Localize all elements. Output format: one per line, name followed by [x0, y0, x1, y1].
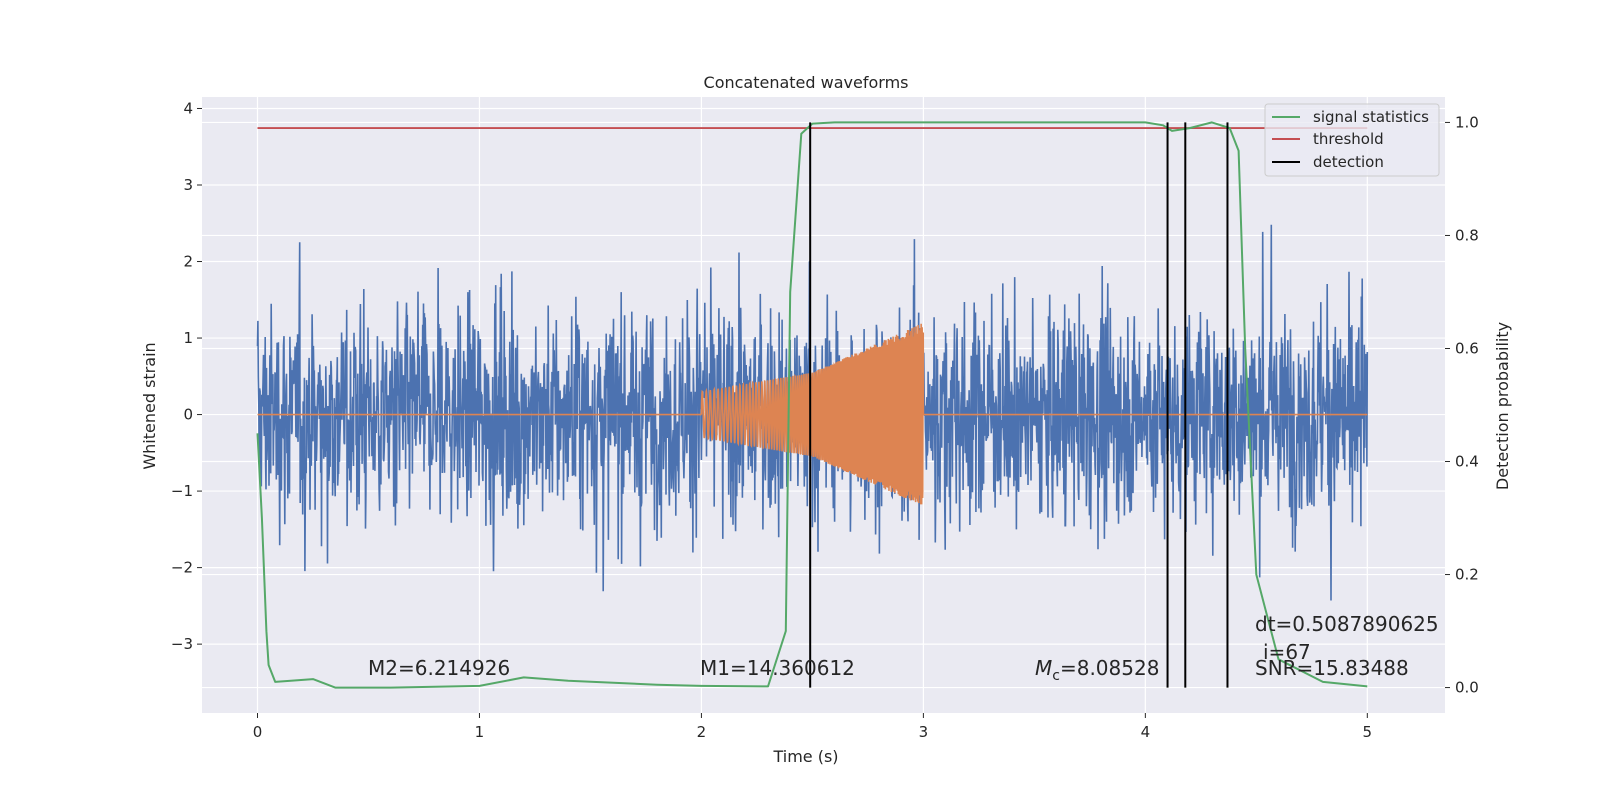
legend-label-detection: detection	[1313, 153, 1384, 171]
signal-statistics-series	[256, 121, 1368, 689]
y-tick-label-left: −1	[171, 482, 193, 500]
y-tick-label-right: 0.4	[1455, 453, 1479, 471]
whitened-strain-line	[256, 224, 1369, 601]
axis-ticks: 0 1 2 3 4 5 4 3 2 1 0 −1 −2 −3 1.0 0.8 0.6 0.4 0.2 0.0	[171, 99, 1479, 741]
annotation-m1: M1=14.360612	[700, 656, 855, 680]
legend-label-signal-statistics: signal statistics	[1313, 108, 1429, 126]
x-tick-label: 1	[475, 723, 485, 741]
annotation-i: i=67	[1263, 640, 1311, 664]
annotation-mc-subscript: c	[1052, 668, 1060, 684]
x-tick-label: 3	[919, 723, 929, 741]
annotation-snr: SNR=15.83488	[1255, 656, 1409, 680]
y-tick-label-right: 0.2	[1455, 566, 1479, 584]
annotation-mc-value: =8.08528	[1060, 656, 1159, 680]
y-axis-label-right: Detection probability	[1493, 322, 1512, 490]
x-axis-label: Time (s)	[772, 747, 838, 766]
y-tick-label-left: −3	[171, 635, 193, 653]
legend-label-threshold: threshold	[1313, 130, 1384, 148]
x-tick-label: 2	[697, 723, 707, 741]
y-tick-label-left: 0	[183, 406, 193, 424]
y-tick-label-left: 3	[183, 176, 193, 194]
x-tick-label: 4	[1141, 723, 1151, 741]
annotation-mc: Mc=8.08528	[1035, 656, 1159, 684]
injected-waveform-line	[257, 323, 1368, 505]
annotation-dt: dt=0.5087890625	[1255, 612, 1439, 636]
y-tick-label-left: 2	[183, 253, 193, 271]
legend-box	[1264, 103, 1440, 177]
y-axis-label-left: Whitened strain	[140, 342, 159, 469]
y-tick-label-right: 1.0	[1455, 113, 1479, 131]
annotation-m2: M2=6.214926	[368, 656, 510, 680]
x-tick-label: 5	[1363, 723, 1373, 741]
annotation-mc-symbol: M	[1035, 656, 1052, 680]
chart-title: Concatenated waveforms	[704, 73, 909, 92]
x-tick-label: 0	[253, 723, 263, 741]
y-tick-label-left: 1	[183, 329, 193, 347]
whitened-strain-series	[256, 224, 1369, 601]
injected-waveform-series	[257, 323, 1368, 505]
y-tick-label-right: 0.6	[1455, 339, 1479, 357]
legend: signal statistics threshold detection	[1264, 103, 1440, 177]
y-tick-label-left: 4	[183, 99, 193, 117]
y-tick-label-left: −2	[171, 559, 193, 577]
detection-series	[809, 122, 1229, 688]
y-tick-label-right: 0.8	[1455, 226, 1479, 244]
signal-statistics-line	[256, 121, 1368, 689]
y-tick-label-right: 0.0	[1455, 679, 1479, 697]
